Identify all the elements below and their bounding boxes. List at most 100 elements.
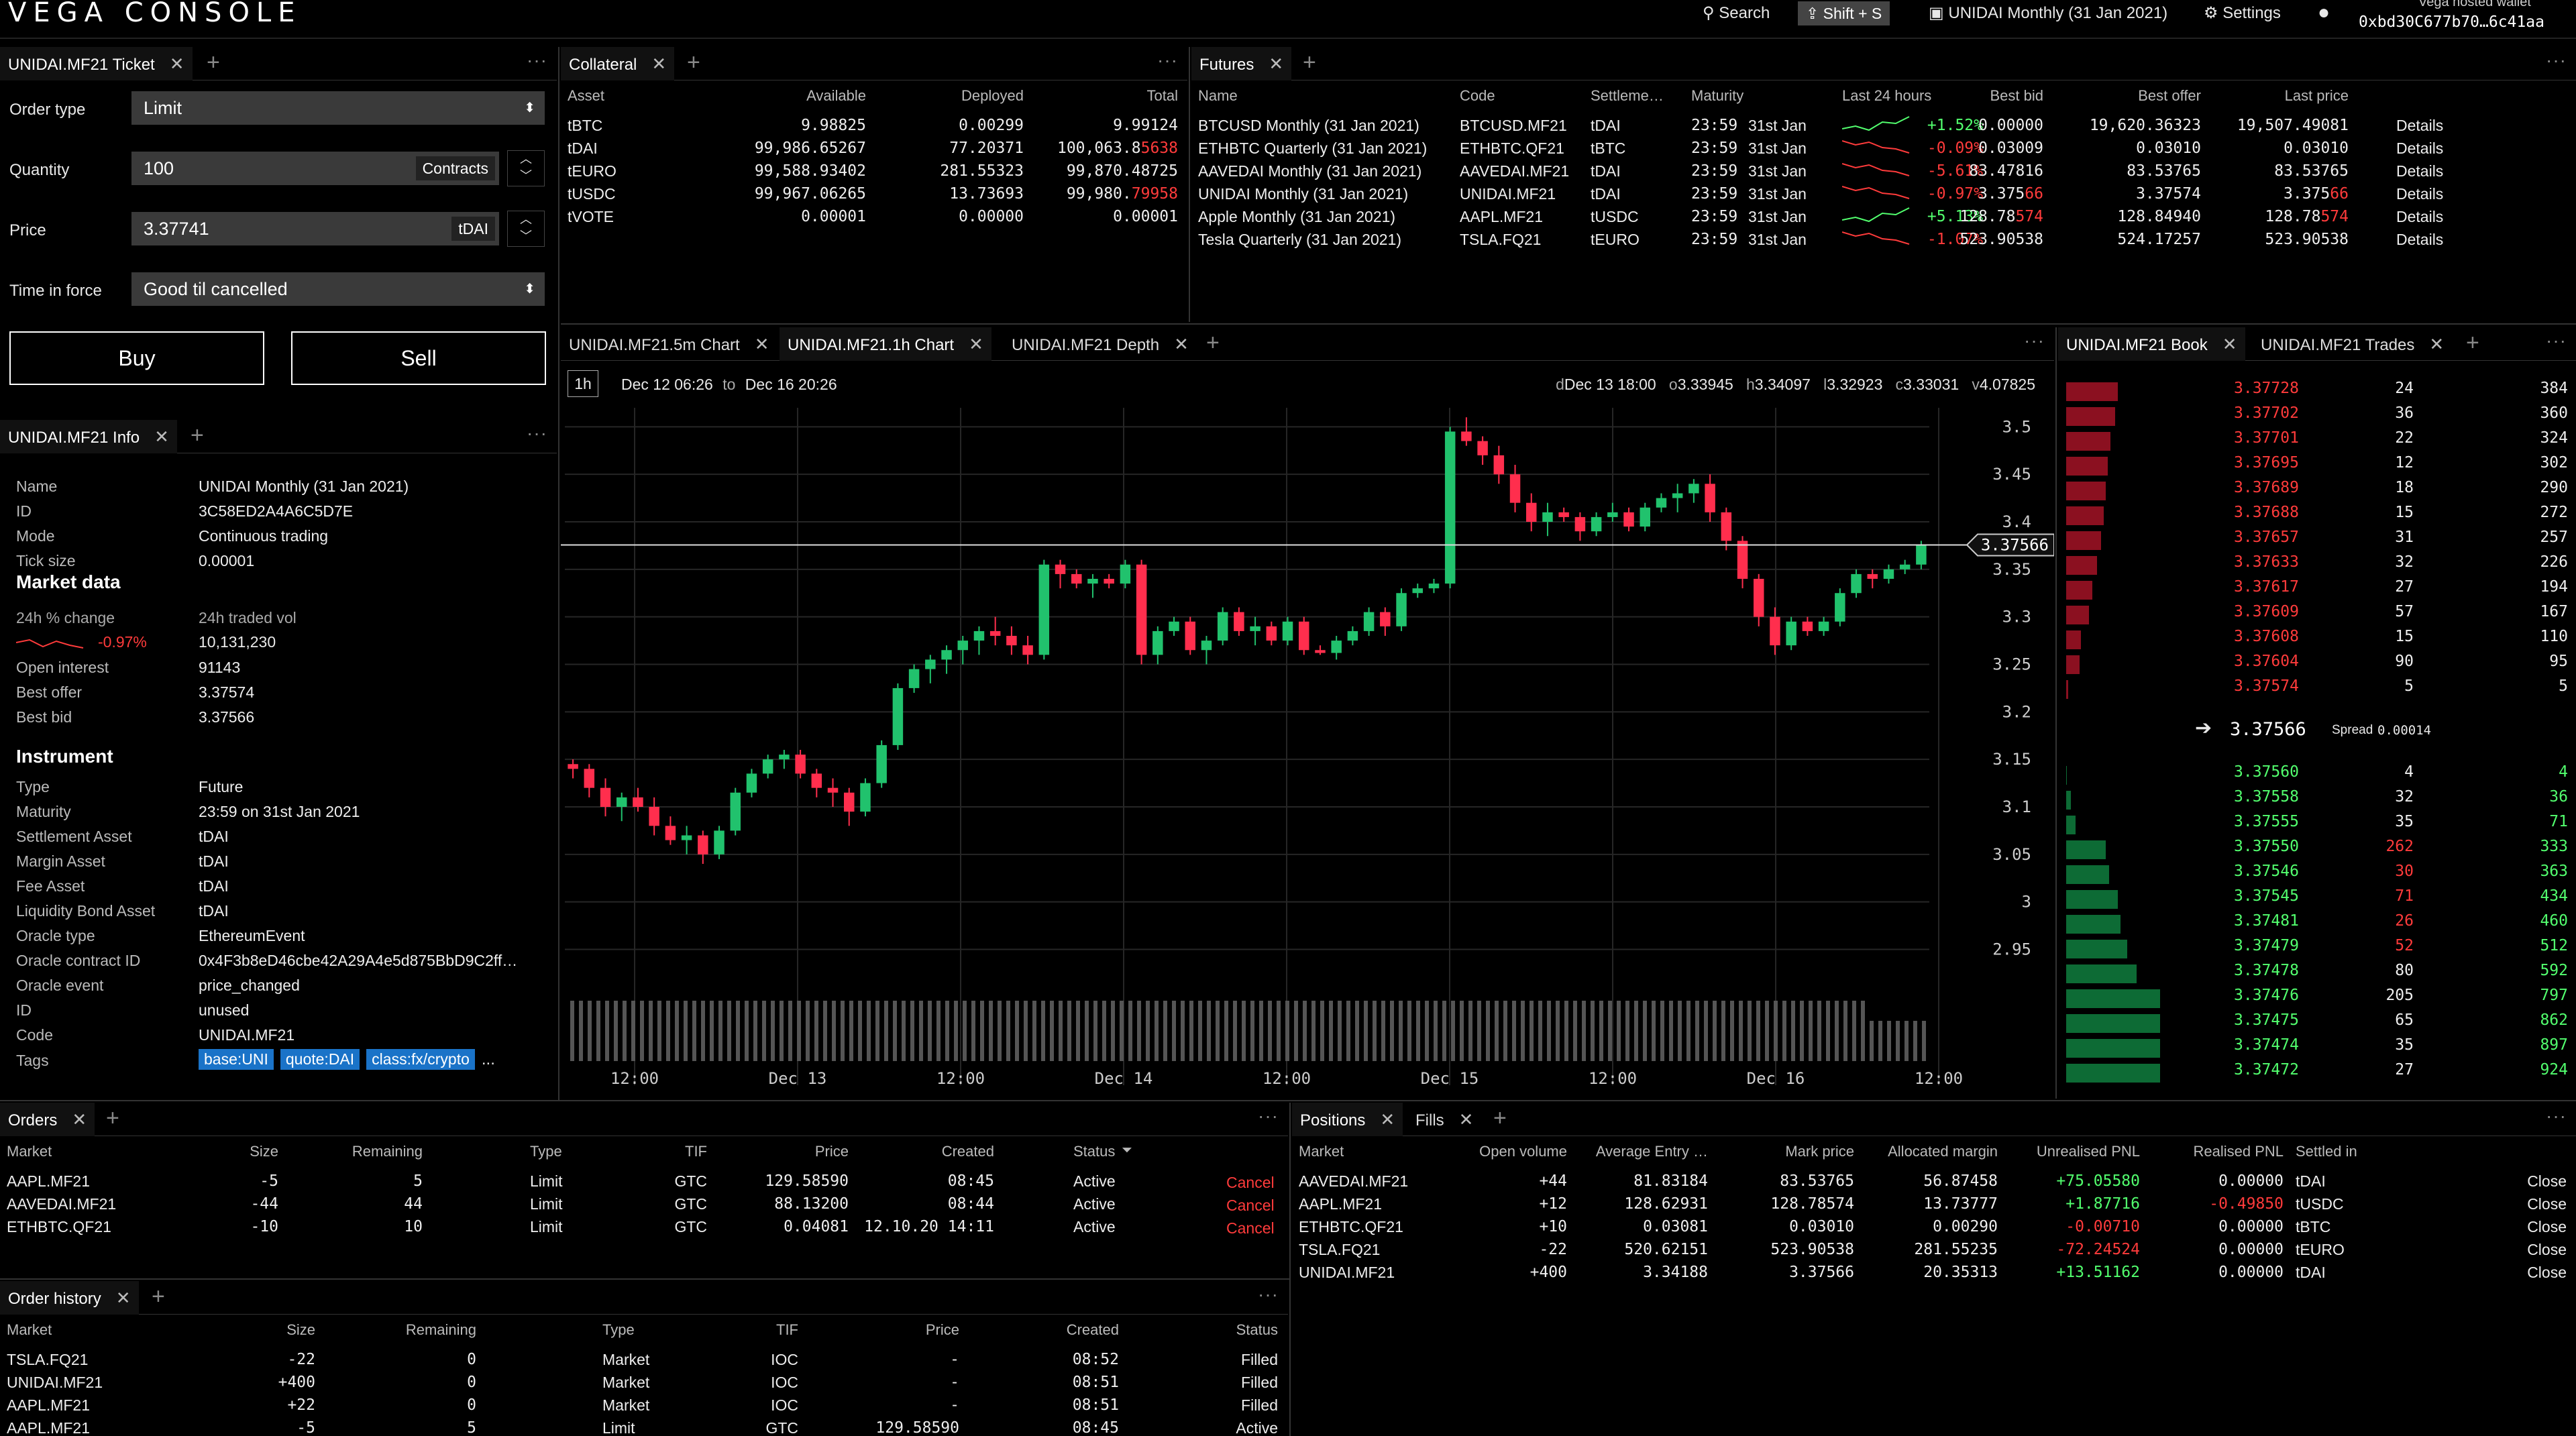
panel-menu-icon[interactable]: ··· — [527, 50, 547, 70]
cancel-button[interactable]: Cancel — [1226, 1197, 1275, 1214]
future-name[interactable]: Tesla Quarterly (31 Jan 2021) — [1198, 231, 1401, 248]
close-icon[interactable]: ✕ — [1269, 54, 1284, 74]
date-range[interactable]: Dec 12 06:26 to Dec 16 20:26 — [621, 376, 837, 394]
panel-menu-icon[interactable]: ··· — [2546, 330, 2567, 351]
history-market[interactable]: AAPL.MF21 — [7, 1396, 90, 1414]
add-tab-icon[interactable]: + — [1206, 330, 1220, 355]
add-tab-icon[interactable]: + — [2466, 330, 2479, 355]
tab-collateral[interactable]: Collateral ✕ — [561, 47, 675, 80]
book-price[interactable]: 3.37550 — [2234, 838, 2299, 855]
book-price[interactable]: 3.37478 — [2234, 962, 2299, 979]
panel-menu-icon[interactable]: ··· — [527, 423, 547, 443]
tif-select[interactable]: Good til cancelled ⬍ — [131, 272, 545, 306]
close-icon[interactable]: ✕ — [1380, 1109, 1395, 1129]
book-price[interactable]: 3.37695 — [2234, 454, 2299, 472]
position-market[interactable]: AAPL.MF21 — [1299, 1195, 1382, 1213]
panel-menu-icon[interactable]: ··· — [2546, 50, 2567, 70]
tab-ticket[interactable]: UNIDAI.MF21 Ticket ✕ — [0, 47, 193, 80]
wallet-key[interactable]: 0xbd30C677b70…6c41aa — [2359, 13, 2544, 31]
close-button[interactable]: Close — [2527, 1264, 2567, 1281]
tag-chip[interactable]: class:fx/crypto — [366, 1049, 475, 1070]
details-link[interactable]: Details — [2396, 231, 2444, 248]
close-icon[interactable]: ✕ — [969, 334, 983, 354]
close-icon[interactable]: ✕ — [154, 427, 169, 447]
order-market[interactable]: ETHBTC.QF21 — [7, 1218, 111, 1235]
add-tab-icon[interactable]: + — [106, 1105, 119, 1131]
position-market[interactable]: AAVEDAI.MF21 — [1299, 1172, 1409, 1190]
book-price[interactable]: 3.37608 — [2234, 628, 2299, 645]
close-icon[interactable]: ✕ — [115, 1288, 131, 1308]
tag-chip[interactable]: base:UNI — [199, 1049, 274, 1070]
cancel-button[interactable]: Cancel — [1226, 1174, 1275, 1191]
future-name[interactable]: AAVEDAI Monthly (31 Jan 2021) — [1198, 162, 1422, 180]
history-market[interactable]: AAPL.MF21 — [7, 1419, 90, 1436]
book-price[interactable]: 3.37604 — [2234, 653, 2299, 670]
details-link[interactable]: Details — [2396, 117, 2444, 134]
future-name[interactable]: ETHBTC Quarterly (31 Jan 2021) — [1198, 140, 1428, 157]
history-market[interactable]: UNIDAI.MF21 — [7, 1374, 103, 1391]
future-name[interactable]: Apple Monthly (31 Jan 2021) — [1198, 208, 1396, 225]
close-icon[interactable]: ✕ — [1174, 334, 1189, 354]
close-button[interactable]: Close — [2527, 1241, 2567, 1258]
book-price[interactable]: 3.37475 — [2234, 1011, 2299, 1029]
order-market[interactable]: AAPL.MF21 — [7, 1172, 90, 1190]
add-tab-icon[interactable]: + — [207, 50, 220, 75]
panel-menu-icon[interactable]: ··· — [1157, 50, 1178, 70]
market-selector[interactable]: ▣ UNIDAI Monthly (31 Jan 2021) — [1929, 1, 2167, 25]
close-icon[interactable]: ✕ — [2429, 334, 2445, 354]
book-price[interactable]: 3.37479 — [2234, 937, 2299, 954]
book-price[interactable]: 3.37476 — [2234, 987, 2299, 1004]
close-icon[interactable]: ✕ — [1458, 1109, 1474, 1129]
close-button[interactable]: Close — [2527, 1172, 2567, 1190]
price-stepper[interactable]: ︿ ﹀ — [507, 211, 545, 247]
tab-info[interactable]: UNIDAI.MF21 Info ✕ — [0, 420, 177, 453]
interval-button[interactable]: 1h — [568, 370, 598, 397]
wallet-icon[interactable]: ● — [2318, 1, 2330, 23]
tab-chart-1h[interactable]: UNIDAI.MF21.1h Chart ✕ — [780, 327, 991, 361]
details-link[interactable]: Details — [2396, 185, 2444, 203]
sell-button[interactable]: Sell — [291, 331, 546, 385]
book-price[interactable]: 3.37617 — [2234, 578, 2299, 596]
cancel-button[interactable]: Cancel — [1226, 1219, 1275, 1237]
tab-book[interactable]: UNIDAI.MF21 Book ✕ — [2058, 327, 2245, 361]
close-icon[interactable]: ✕ — [169, 54, 184, 74]
buy-button[interactable]: Buy — [9, 331, 264, 385]
book-price[interactable]: 3.37657 — [2234, 529, 2299, 546]
tab-trades[interactable]: UNIDAI.MF21 Trades ✕ — [2253, 327, 2452, 361]
panel-menu-icon[interactable]: ··· — [1258, 1105, 1279, 1126]
book-price[interactable]: 3.37545 — [2234, 887, 2299, 905]
book-price[interactable]: 3.37701 — [2234, 429, 2299, 447]
tab-fills[interactable]: Fills ✕ — [1407, 1103, 1481, 1136]
position-market[interactable]: TSLA.FQ21 — [1299, 1241, 1381, 1258]
panel-menu-icon[interactable]: ··· — [1258, 1284, 1279, 1305]
tab-orders[interactable]: Orders ✕ — [0, 1103, 95, 1136]
add-tab-icon[interactable]: + — [152, 1284, 165, 1309]
quantity-stepper[interactable]: ︿ ﹀ — [507, 150, 545, 186]
details-link[interactable]: Details — [2396, 140, 2444, 157]
details-link[interactable]: Details — [2396, 208, 2444, 225]
book-price[interactable]: 3.37702 — [2234, 404, 2299, 422]
book-price[interactable]: 3.37560 — [2234, 763, 2299, 781]
add-tab-icon[interactable]: + — [1303, 50, 1316, 75]
book-price[interactable]: 3.37688 — [2234, 504, 2299, 521]
history-market[interactable]: TSLA.FQ21 — [7, 1351, 89, 1368]
book-price[interactable]: 3.37609 — [2234, 603, 2299, 620]
close-button[interactable]: Close — [2527, 1218, 2567, 1235]
future-name[interactable]: UNIDAI Monthly (31 Jan 2021) — [1198, 185, 1409, 203]
tab-order-history[interactable]: Order history ✕ — [0, 1281, 139, 1315]
close-icon[interactable]: ✕ — [651, 54, 667, 74]
book-price[interactable]: 3.37555 — [2234, 813, 2299, 830]
position-market[interactable]: ETHBTC.QF21 — [1299, 1218, 1403, 1235]
tab-chart-5m[interactable]: UNIDAI.MF21.5m Chart ✕ — [561, 327, 777, 361]
settings-button[interactable]: ⚙ Settings — [2204, 1, 2281, 25]
close-icon[interactable]: ✕ — [754, 334, 769, 354]
future-name[interactable]: BTCUSD Monthly (31 Jan 2021) — [1198, 117, 1419, 134]
candlestick-chart[interactable]: 3.5 3.45 3.4 3.35 3.3 3.25 3.2 3.15 3.1 3.05 3 2.95… — [561, 401, 2054, 1099]
close-button[interactable]: Close — [2527, 1195, 2567, 1213]
tab-futures[interactable]: Futures ✕ — [1191, 47, 1292, 80]
position-market[interactable]: UNIDAI.MF21 — [1299, 1264, 1395, 1281]
book-price[interactable]: 3.37728 — [2234, 380, 2299, 397]
book-price[interactable]: 3.37546 — [2234, 863, 2299, 880]
tab-positions[interactable]: Positions ✕ — [1292, 1103, 1403, 1136]
quantity-input[interactable]: 100 Contracts — [131, 152, 499, 185]
